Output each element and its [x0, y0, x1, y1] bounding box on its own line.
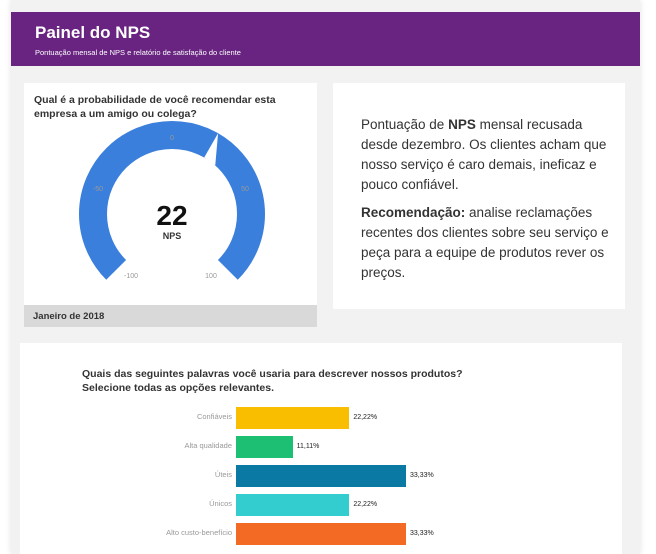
bar — [236, 465, 406, 487]
gauge-pointer — [204, 133, 219, 166]
insight-recommendation: Recomendação: analise reclamações recent… — [361, 203, 611, 283]
bar — [236, 436, 293, 458]
bar-value-label: 33,33% — [410, 530, 434, 537]
bar-row: Úteis 33,33% — [20, 465, 622, 487]
insight-summary-rest: mensal recusada desde dezembro. Os clien… — [361, 117, 607, 192]
bar — [236, 523, 406, 545]
bars-question: Quais das seguintes palavras você usaria… — [82, 368, 463, 394]
gauge-tick-100: 100 — [205, 273, 217, 280]
insight-summary-emphasis: NPS — [448, 117, 476, 132]
bar-category-label: Alta qualidade — [184, 441, 232, 450]
insight-summary-start: Pontuação de — [361, 117, 449, 132]
insight-card: Pontuação de NPS mensal recusada desde d… — [333, 83, 625, 309]
bar — [236, 494, 350, 516]
bar-value-label: 22,22% — [353, 501, 378, 508]
page-title: Painel do NPS — [35, 23, 151, 42]
bar-row: Únicos 22,22% — [20, 494, 622, 516]
bar-value-label: 11,11% — [296, 443, 320, 450]
recommendation-text: analise reclamações recentes dos cliente… — [361, 205, 609, 280]
bar-value-label: 22,22% — [353, 414, 378, 421]
page-subtitle: Pontuação mensal de NPS e relatório de s… — [35, 48, 241, 57]
bar-category-label: Úteis — [214, 470, 232, 479]
nps-gauge: 0 -50 50 -100 100 22 NPS — [79, 121, 265, 280]
bar-category-label: Alto custo-benefício — [166, 528, 232, 537]
recommendation-label: Recomendação: — [361, 205, 466, 220]
gauge-arc — [79, 121, 265, 280]
gauge-question: Qual é a probabilidade de você recomenda… — [34, 94, 276, 120]
gauge-value: 22 — [156, 200, 187, 231]
bar-row: Alto custo-benefício 33,33% — [20, 523, 622, 545]
bar — [236, 407, 350, 429]
gauge-unit: NPS — [163, 231, 182, 241]
bar-category-label: Confiáveis — [196, 412, 232, 421]
nps-gauge-card: Qual é a probabilidade de você recomenda… — [24, 83, 317, 327]
bar-row: Alta qualidade 11,11% — [20, 436, 622, 458]
gauge-tick-0: 0 — [170, 135, 174, 142]
gauge-tick-minus-100: -100 — [124, 273, 138, 280]
bar-row: Confiáveis 22,22% — [20, 407, 622, 429]
gauge-period-bar: Janeiro de 2018 — [24, 305, 317, 327]
bar-category-label: Únicos — [209, 499, 232, 508]
word-choice-card: Quais das seguintes palavras você usaria… — [20, 343, 622, 554]
gauge-period: Janeiro de 2018 — [33, 311, 105, 322]
bar-value-label: 33,33% — [410, 472, 434, 479]
insight-summary: Pontuação de NPS mensal recusada desde d… — [361, 115, 611, 195]
gauge-tick-50: 50 — [241, 186, 249, 193]
gauge-tick-minus-50: -50 — [93, 186, 103, 193]
header-banner: Painel do NPS Pontuação mensal de NPS e … — [11, 12, 640, 66]
